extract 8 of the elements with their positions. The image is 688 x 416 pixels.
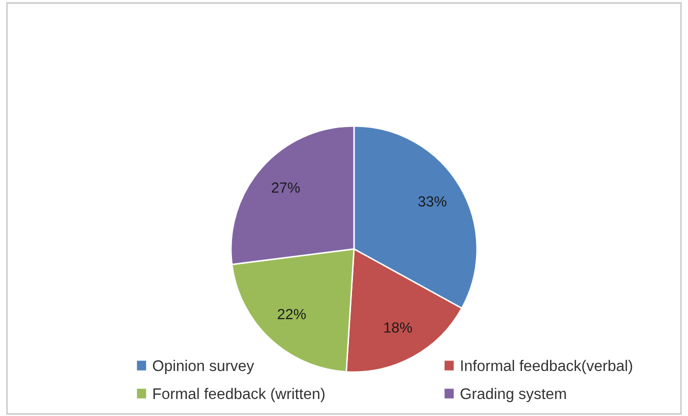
data-label: 33% <box>418 196 446 207</box>
data-label: 27% <box>272 182 300 193</box>
legend-label: Grading system <box>460 388 566 402</box>
data-label: 22% <box>278 308 306 320</box>
legend-label: Opinion survey <box>152 360 254 374</box>
legend-label: Formal feedback (written) <box>153 388 324 402</box>
data-label: 18% <box>384 322 412 333</box>
legend-label: Informal feedback(verbal) <box>461 360 632 374</box>
